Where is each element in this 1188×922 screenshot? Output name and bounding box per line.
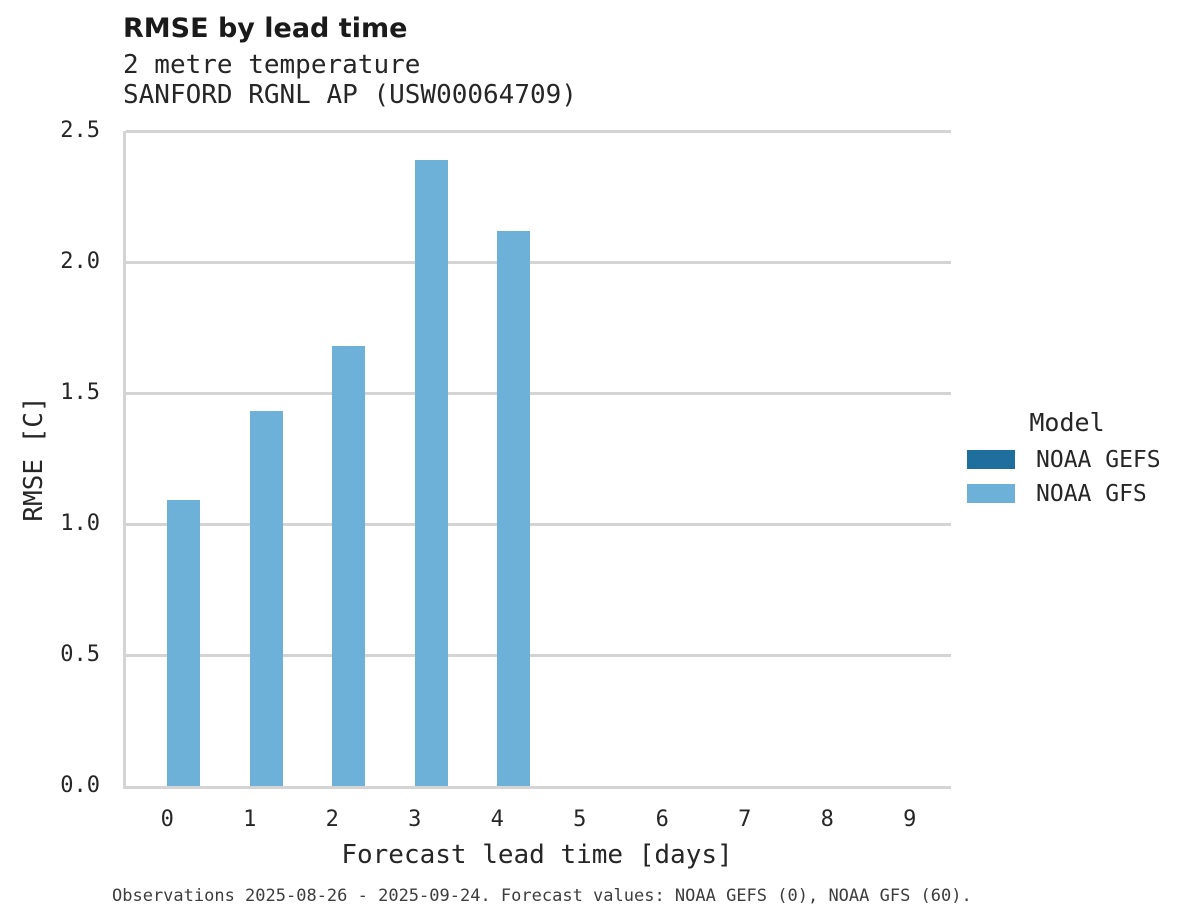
bar-noaa-gfs-lead-3 [414, 159, 448, 786]
legend-title: Model [1029, 408, 1105, 437]
y-tick-label-2.0: 2.0 [60, 249, 100, 274]
legend-swatch-noaa-gfs [967, 484, 1015, 503]
bar-noaa-gfs-lead-2 [332, 345, 366, 786]
y-axis-label: RMSE [C] [19, 396, 49, 522]
legend-item-noaa-gfs: NOAA GFS [967, 480, 1167, 507]
x-tick-label-0: 0 [160, 807, 174, 832]
x-tick-label-4: 4 [490, 807, 504, 832]
gridline-y-0.5 [126, 653, 951, 657]
x-tick-label-1: 1 [243, 807, 257, 832]
chart-title: RMSE by lead time [123, 13, 408, 44]
chart-subtitle-station: SANFORD RGNL AP (USW00064709) [123, 80, 577, 110]
gridline-y-1.0 [126, 522, 951, 526]
gridline-y-2.0 [126, 260, 951, 264]
legend-swatch-noaa-gefs [967, 450, 1015, 469]
footer-caption: Observations 2025-08-26 - 2025-09-24. Fo… [112, 886, 972, 906]
gridline-y-1.5 [126, 391, 951, 395]
y-tick-label-0.5: 0.5 [60, 642, 100, 667]
bar-noaa-gfs-lead-0 [167, 500, 201, 786]
legend-item-noaa-gefs: NOAA GEFS [967, 446, 1167, 473]
gridline-y-2.5 [126, 129, 951, 133]
legend-label-noaa-gfs: NOAA GFS [1036, 480, 1147, 507]
legend-label-noaa-gefs: NOAA GEFS [1036, 446, 1161, 473]
bar-noaa-gfs-lead-1 [249, 411, 283, 786]
x-tick-label-3: 3 [408, 807, 422, 832]
x-tick-label-5: 5 [573, 807, 587, 832]
x-axis-label: Forecast lead time [days] [341, 840, 733, 870]
bar-noaa-gfs-lead-4 [497, 230, 531, 786]
x-tick-label-9: 9 [903, 807, 917, 832]
y-tick-label-1.5: 1.5 [60, 380, 100, 405]
plot-area [123, 129, 951, 789]
legend: Model NOAA GEFS NOAA GFS [967, 408, 1167, 516]
chart-subtitle-variable: 2 metre temperature [123, 50, 421, 80]
x-tick-label-6: 6 [655, 807, 669, 832]
x-tick-label-2: 2 [325, 807, 339, 832]
x-tick-label-8: 8 [820, 807, 834, 832]
y-tick-label-2.5: 2.5 [60, 118, 100, 143]
y-tick-label-0.0: 0.0 [60, 773, 100, 798]
y-tick-label-1.0: 1.0 [60, 511, 100, 536]
x-tick-label-7: 7 [738, 807, 752, 832]
